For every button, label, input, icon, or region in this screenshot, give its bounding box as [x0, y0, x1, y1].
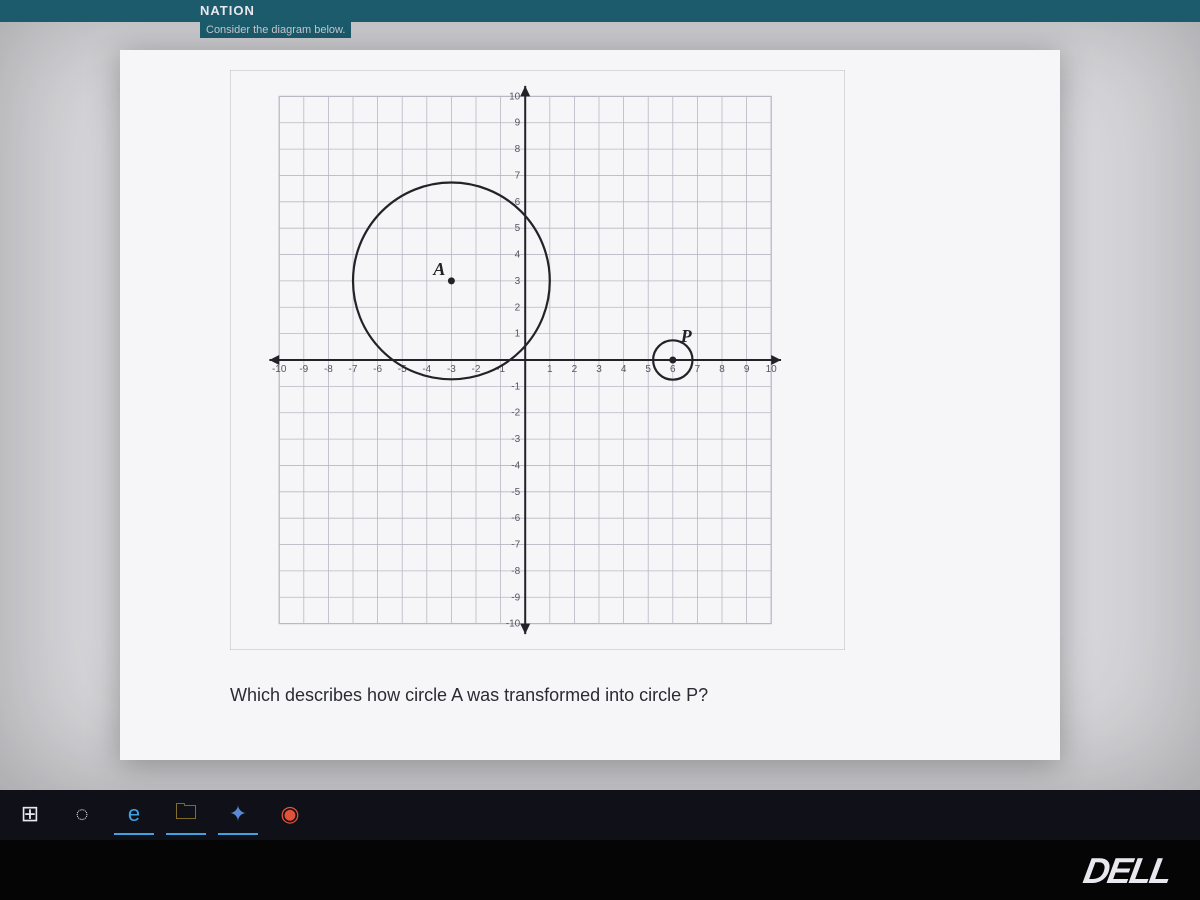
svg-text:-2: -2 — [511, 408, 520, 419]
taskbar-start-icon[interactable]: ⊞ — [10, 795, 50, 835]
svg-text:-6: -6 — [511, 513, 520, 524]
svg-text:-4: -4 — [511, 460, 520, 471]
svg-text:10: 10 — [509, 91, 521, 102]
monitor-brand: DELL — [1080, 850, 1173, 892]
app-header: NATION — [0, 0, 1200, 22]
svg-text:-1: -1 — [511, 381, 520, 392]
svg-text:7: 7 — [515, 170, 521, 181]
svg-text:6: 6 — [670, 364, 676, 375]
worksheet-page: -10 -9 -8 -7 -6 -5 -4 -3 -2 -1 1 2 3 4 5 6 7 8 9 10 -10 -9 -8 -… — [120, 50, 1060, 760]
svg-text:-3: -3 — [511, 434, 520, 445]
prompt-text: Consider the diagram below. — [200, 22, 351, 38]
svg-text:-6: -6 — [373, 364, 382, 375]
svg-text:-9: -9 — [511, 592, 520, 603]
svg-text:2: 2 — [515, 302, 521, 313]
svg-text:2: 2 — [572, 364, 578, 375]
svg-text:8: 8 — [515, 144, 521, 155]
svg-text:9: 9 — [744, 364, 750, 375]
svg-text:5: 5 — [515, 223, 521, 234]
svg-text:4: 4 — [515, 250, 521, 261]
svg-text:10: 10 — [766, 364, 778, 375]
screen-area: NATION Consider the diagram below. -10 -9… — [0, 0, 1200, 790]
svg-text:1: 1 — [547, 364, 553, 375]
svg-text:-3: -3 — [447, 364, 456, 375]
svg-text:9: 9 — [515, 118, 521, 129]
svg-text:5: 5 — [645, 364, 651, 375]
taskbar: ⊞ ◌ e 🗀 ✦ ◉ — [0, 790, 1200, 840]
svg-text:-8: -8 — [511, 566, 520, 577]
svg-text:4: 4 — [621, 364, 627, 375]
brand-text: NATION — [200, 3, 255, 18]
svg-text:-8: -8 — [324, 364, 333, 375]
svg-text:8: 8 — [719, 364, 725, 375]
svg-text:-4: -4 — [422, 364, 431, 375]
question-text: Which describes how circle A was transfo… — [230, 685, 708, 706]
svg-text:P: P — [680, 326, 693, 346]
svg-text:-9: -9 — [299, 364, 308, 375]
svg-text:1: 1 — [515, 329, 521, 340]
svg-text:-10: -10 — [272, 364, 287, 375]
taskbar-app-blue-icon[interactable]: ✦ — [218, 795, 258, 835]
svg-text:-10: -10 — [506, 619, 521, 630]
taskbar-chrome-icon[interactable]: ◉ — [270, 795, 310, 835]
svg-text:A: A — [432, 259, 445, 279]
svg-text:-7: -7 — [511, 540, 520, 551]
svg-text:3: 3 — [596, 364, 602, 375]
coordinate-graph: -10 -9 -8 -7 -6 -5 -4 -3 -2 -1 1 2 3 4 5 6 7 8 9 10 -10 -9 -8 -… — [230, 70, 845, 650]
monitor-bezel: DELL — [0, 840, 1200, 900]
taskbar-edge-icon[interactable]: e — [114, 795, 154, 835]
svg-text:3: 3 — [515, 276, 521, 287]
svg-text:-2: -2 — [472, 364, 481, 375]
svg-text:7: 7 — [695, 364, 701, 375]
graph-svg: -10 -9 -8 -7 -6 -5 -4 -3 -2 -1 1 2 3 4 5 6 7 8 9 10 -10 -9 -8 -… — [230, 70, 845, 650]
taskbar-file-explorer-icon[interactable]: 🗀 — [166, 795, 206, 835]
svg-text:-5: -5 — [511, 487, 520, 498]
taskbar-cortana-icon[interactable]: ◌ — [62, 795, 102, 835]
svg-text:-7: -7 — [349, 364, 358, 375]
